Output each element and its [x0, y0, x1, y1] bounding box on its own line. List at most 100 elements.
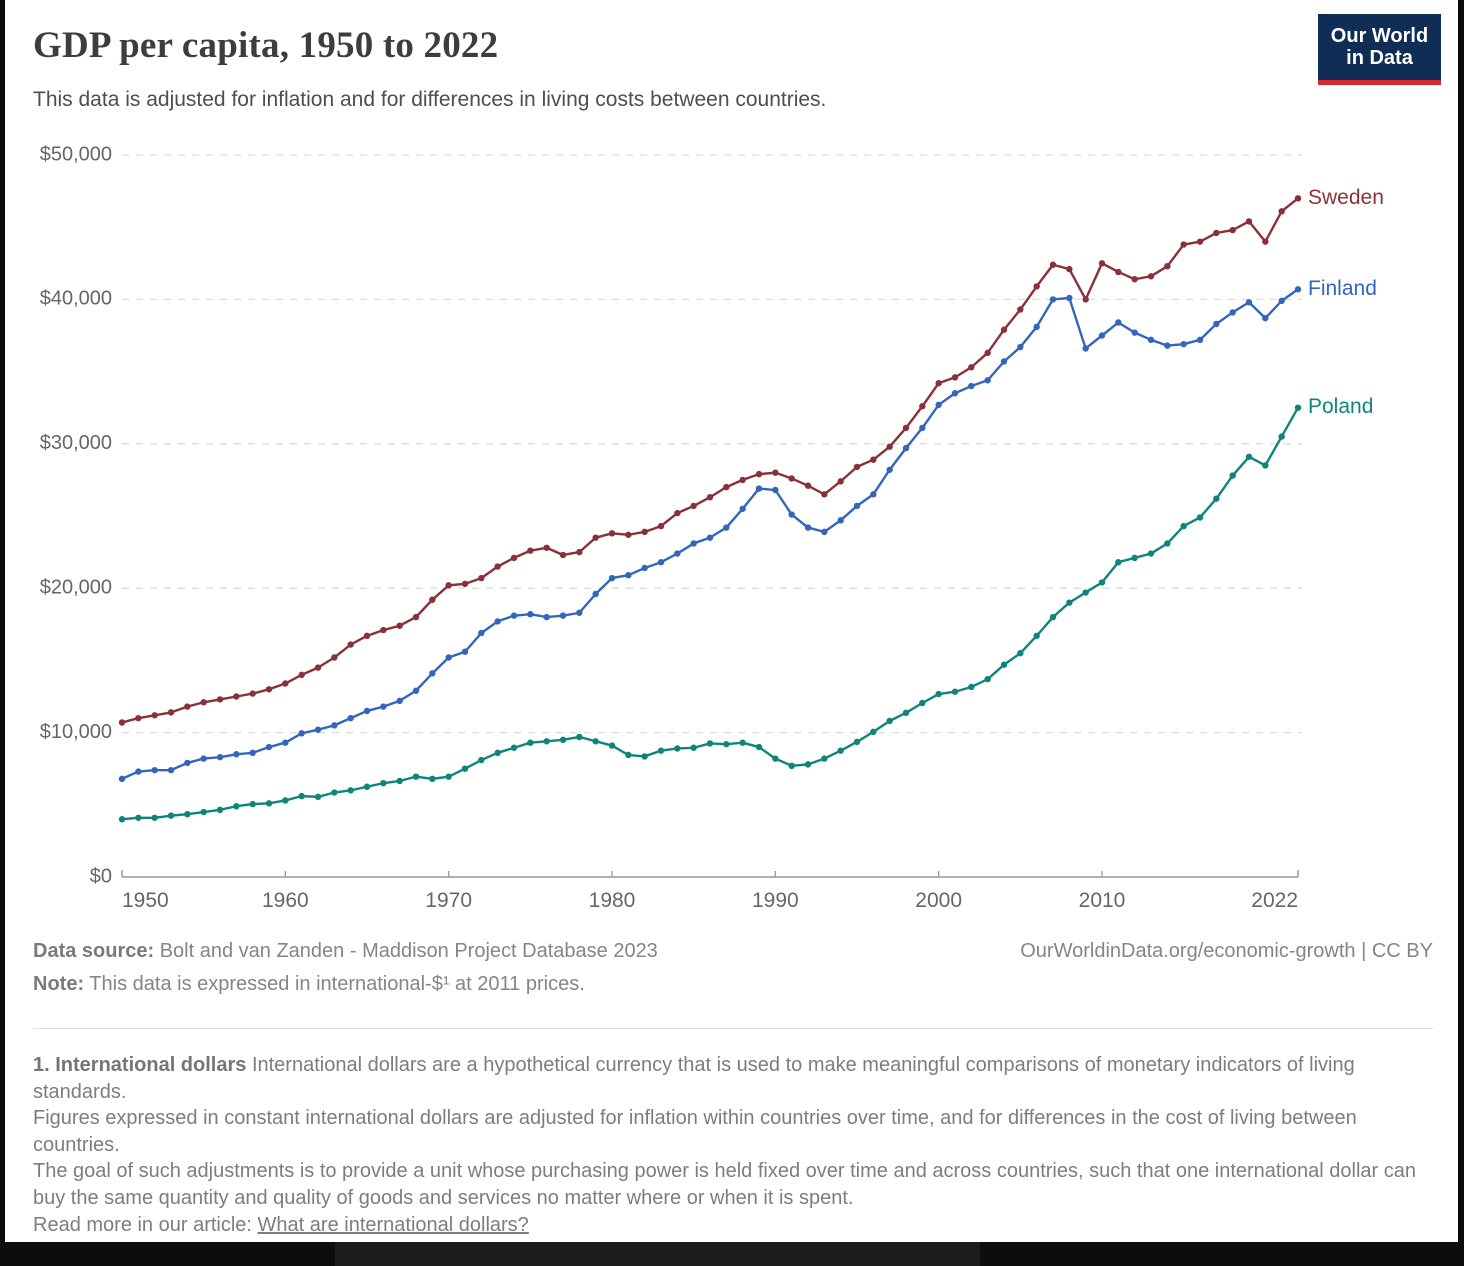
data-point-sweden-2008[interactable]	[1066, 265, 1073, 273]
data-point-sweden-2005[interactable]	[1017, 306, 1024, 313]
data-point-sweden-2009[interactable]	[1082, 296, 1089, 303]
data-point-poland-1978[interactable]	[576, 733, 583, 741]
data-point-sweden-2010[interactable]	[1098, 260, 1106, 267]
series-label-sweden[interactable]: Sweden	[1308, 186, 1384, 209]
data-point-finland-1999[interactable]	[919, 424, 926, 432]
data-point-poland-2008[interactable]	[1066, 599, 1073, 606]
international-dollars-link[interactable]: What are international dollars?	[257, 1213, 529, 1236]
data-point-poland-2002[interactable]	[968, 683, 975, 691]
data-point-sweden-1955[interactable]	[200, 699, 207, 706]
data-point-poland-2020[interactable]	[1262, 462, 1269, 469]
data-point-finland-1991[interactable]	[788, 511, 795, 518]
data-point-poland-2006[interactable]	[1033, 632, 1040, 640]
data-point-finland-2004[interactable]	[1000, 358, 1008, 365]
data-point-finland-1959[interactable]	[265, 743, 273, 751]
data-point-sweden-2018[interactable]	[1229, 226, 1236, 234]
series-line-poland[interactable]	[121, 407, 1300, 821]
data-point-finland-1950[interactable]	[118, 775, 126, 783]
data-point-finland-1977[interactable]	[559, 612, 567, 619]
data-point-finland-1956[interactable]	[216, 753, 224, 761]
data-point-finland-2006[interactable]	[1033, 323, 1040, 331]
data-point-poland-1967[interactable]	[396, 777, 403, 785]
data-point-poland-1981[interactable]	[625, 751, 632, 759]
data-point-finland-2021[interactable]	[1278, 297, 1285, 305]
data-point-finland-1962[interactable]	[314, 726, 322, 733]
data-point-poland-1992[interactable]	[804, 761, 812, 768]
data-point-finland-2018[interactable]	[1229, 309, 1236, 316]
data-point-finland-1955[interactable]	[200, 755, 207, 762]
data-point-poland-1954[interactable]	[184, 810, 191, 818]
data-point-poland-1985[interactable]	[690, 744, 697, 751]
owid-logo[interactable]: Our World in Data	[1318, 14, 1441, 85]
data-point-finland-2020[interactable]	[1262, 314, 1269, 322]
data-point-sweden-1965[interactable]	[363, 632, 371, 640]
data-point-finland-1985[interactable]	[690, 540, 697, 547]
series-label-finland[interactable]: Finland	[1308, 277, 1377, 300]
data-point-finland-1979[interactable]	[592, 590, 599, 598]
data-point-finland-2005[interactable]	[1017, 343, 1024, 351]
data-point-sweden-1952[interactable]	[151, 712, 158, 719]
data-point-sweden-1974[interactable]	[510, 554, 518, 562]
data-point-sweden-2006[interactable]	[1033, 283, 1040, 290]
data-point-sweden-2003[interactable]	[984, 349, 991, 357]
data-point-finland-1958[interactable]	[249, 749, 256, 757]
data-point-finland-2016[interactable]	[1196, 336, 1204, 344]
data-point-poland-1971[interactable]	[461, 765, 469, 772]
data-point-finland-2013[interactable]	[1147, 336, 1155, 344]
data-point-poland-1955[interactable]	[200, 808, 207, 816]
owid-url[interactable]: OurWorldinData.org/economic-growth | CC …	[1020, 940, 1433, 962]
data-point-finland-1971[interactable]	[461, 648, 469, 655]
data-point-sweden-1981[interactable]	[625, 531, 632, 538]
line-chart[interactable]: $0 $10,000 $20,000 $30,000 $40,000 $50,000 195…	[0, 140, 1464, 930]
chart-canvas[interactable]: $0 $10,000 $20,000 $30,000 $40,000 $50,000 195…	[0, 140, 1464, 930]
data-point-sweden-2021[interactable]	[1278, 208, 1285, 215]
data-point-sweden-1963[interactable]	[331, 654, 338, 661]
data-point-sweden-1958[interactable]	[249, 690, 256, 697]
data-point-sweden-1994[interactable]	[837, 478, 844, 485]
data-point-sweden-1951[interactable]	[135, 714, 142, 722]
data-point-poland-2010[interactable]	[1098, 579, 1106, 586]
data-point-poland-1994[interactable]	[837, 747, 844, 754]
data-point-finland-1974[interactable]	[510, 612, 518, 619]
data-point-poland-1987[interactable]	[723, 740, 730, 748]
data-point-poland-1983[interactable]	[657, 747, 665, 754]
data-point-poland-1956[interactable]	[216, 806, 224, 814]
data-point-poland-1968[interactable]	[412, 773, 420, 780]
data-point-poland-1990[interactable]	[772, 755, 779, 762]
data-point-poland-1972[interactable]	[478, 756, 485, 764]
data-point-poland-1979[interactable]	[592, 738, 599, 745]
data-point-finland-1965[interactable]	[363, 707, 371, 715]
data-point-sweden-2007[interactable]	[1049, 261, 1057, 268]
data-point-poland-2019[interactable]	[1245, 453, 1253, 460]
data-point-sweden-1956[interactable]	[216, 696, 224, 703]
data-point-sweden-2011[interactable]	[1115, 268, 1122, 276]
data-point-finland-1960[interactable]	[282, 739, 289, 746]
data-point-poland-1998[interactable]	[902, 709, 910, 717]
data-point-finland-1997[interactable]	[886, 466, 893, 473]
data-point-poland-1996[interactable]	[870, 728, 877, 736]
data-point-poland-1959[interactable]	[265, 800, 273, 807]
data-point-sweden-1950[interactable]	[118, 719, 126, 726]
data-point-poland-1951[interactable]	[135, 814, 142, 821]
data-point-finland-2022[interactable]	[1294, 286, 1302, 293]
data-point-sweden-1959[interactable]	[265, 686, 273, 693]
data-point-sweden-1973[interactable]	[494, 563, 501, 570]
data-point-finland-2015[interactable]	[1180, 340, 1187, 348]
data-point-sweden-1995[interactable]	[853, 463, 861, 471]
data-point-finland-2007[interactable]	[1049, 296, 1057, 303]
data-point-finland-1957[interactable]	[233, 751, 240, 758]
data-point-poland-1999[interactable]	[919, 699, 926, 707]
data-point-poland-1977[interactable]	[559, 736, 567, 744]
data-point-poland-2001[interactable]	[951, 688, 959, 695]
data-point-sweden-1960[interactable]	[282, 680, 289, 687]
data-point-poland-1965[interactable]	[363, 783, 371, 790]
data-point-sweden-1991[interactable]	[788, 475, 795, 482]
data-point-sweden-1992[interactable]	[804, 482, 812, 489]
data-point-poland-2003[interactable]	[984, 675, 991, 683]
data-point-poland-1989[interactable]	[755, 743, 763, 751]
data-point-finland-2000[interactable]	[935, 401, 942, 409]
data-point-finland-1972[interactable]	[478, 629, 485, 637]
data-point-poland-1953[interactable]	[167, 812, 175, 819]
series-label-poland[interactable]: Poland	[1308, 395, 1373, 418]
data-point-poland-2004[interactable]	[1000, 661, 1008, 668]
